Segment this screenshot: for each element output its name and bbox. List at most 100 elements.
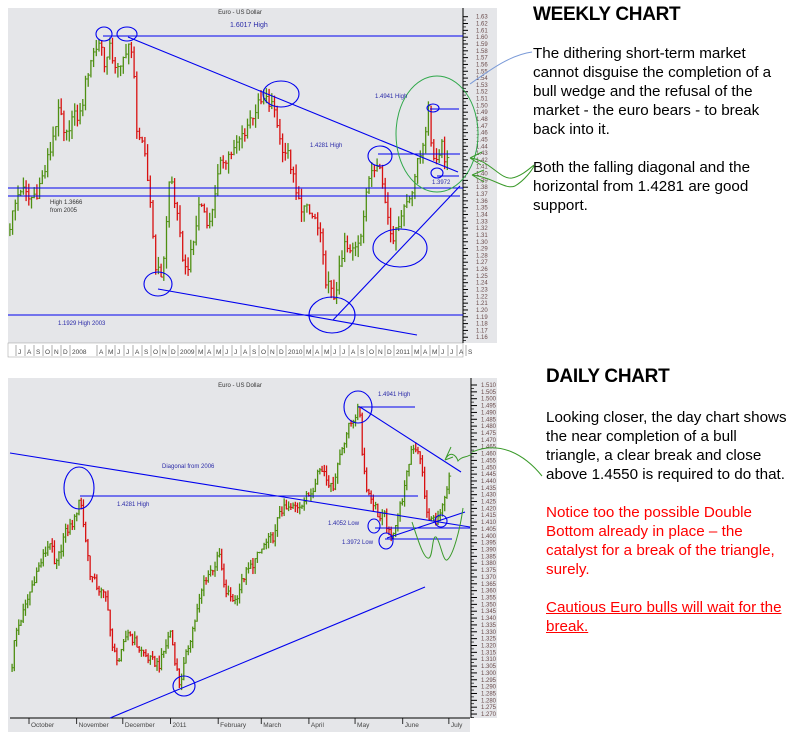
daily-y-tick-label: 1.280 <box>481 698 497 704</box>
weekly-x-tick-label: S <box>360 349 365 356</box>
weekly-y-tick-label: 1.49 <box>476 110 488 116</box>
weekly-y-tick-label: 1.58 <box>476 49 488 55</box>
weekly-y-tick-label: 1.35 <box>476 206 488 212</box>
label-1-4281-high: 1.4281 High <box>117 502 149 508</box>
daily-y-tick-label: 1.275 <box>481 705 497 711</box>
weekly-x-tick-label: J <box>126 349 129 356</box>
weekly-x-tick-label: M <box>198 349 203 356</box>
daily-y-tick-label: 1.425 <box>481 500 497 506</box>
weekly-y-tick-label: 1.54 <box>476 76 488 82</box>
weekly-x-tick-label: S <box>468 349 473 356</box>
weekly-x-tick-label: M <box>324 349 329 356</box>
label-from-2005: from 2005 <box>50 208 78 214</box>
weekly-y-tick-label: 1.47 <box>476 124 488 130</box>
label-1-3972: 1.3972 <box>432 180 451 186</box>
double-bottom-sketch <box>411 507 464 561</box>
weekly-y-tick-label: 1.31 <box>476 233 488 239</box>
weekly-x-axis-labels: J A S O N D 2008 A M J J A S O N D 2009 M A M J J A S O N D 2010 M A M… <box>15 345 473 356</box>
weekly-chart: 1.631.621.611.601.591.581.571.561.551.54… <box>7 8 497 358</box>
daily-x-tick-label: June <box>405 722 419 729</box>
daily-y-tick-label: 1.480 <box>481 424 497 430</box>
daily-y-axis-labels: 1.5101.5051.5001.4951.4901.4851.4801.475… <box>471 383 497 718</box>
weekly-x-tick-label: A <box>243 349 248 356</box>
weekly-x-tick-label: 2009 <box>180 349 195 356</box>
daily-y-tick-label: 1.310 <box>481 657 497 663</box>
weekly-x-tick-label: S <box>252 349 257 356</box>
weekly-y-tick-label: 1.63 <box>476 15 488 21</box>
daily-y-tick-label: 1.320 <box>481 643 497 649</box>
weekly-y-tick-label: 1.41 <box>476 165 488 171</box>
weekly-annotations <box>8 26 463 336</box>
daily-commentary-3: Cautious Euro bulls will wait for the br… <box>546 599 782 635</box>
daily-y-tick-label: 1.350 <box>481 602 497 608</box>
circle-marker <box>116 26 138 42</box>
weekly-y-tick-label: 1.51 <box>476 97 488 103</box>
breakout-arrow-icon <box>444 446 473 463</box>
weekly-y-tick-label: 1.36 <box>476 199 488 205</box>
daily-x-tick-label: 2011 <box>172 722 186 729</box>
long-rising-trendline <box>109 586 426 719</box>
weekly-y-tick-label: 1.17 <box>476 328 488 334</box>
daily-y-tick-label: 1.375 <box>481 568 497 574</box>
label-diagonal-from-2006: Diagonal from 2006 <box>162 464 215 470</box>
daily-y-tick-label: 1.460 <box>481 452 497 458</box>
label-1-4281-high: 1.4281 High <box>310 143 342 149</box>
weekly-x-tick-label: O <box>153 349 158 356</box>
weekly-x-tick-label: A <box>315 349 320 356</box>
weekly-y-tick-label: 1.42 <box>476 158 488 164</box>
circle-marker <box>308 296 356 334</box>
label-1-1929-high-2003: 1.1929 High 2003 <box>58 321 106 327</box>
circle-marker <box>434 514 448 528</box>
daily-y-tick-label: 1.435 <box>481 486 497 492</box>
daily-x-axis-strip <box>8 718 470 732</box>
weekly-y-tick-label: 1.23 <box>476 287 488 293</box>
daily-commentary-1: Looking closer, the day chart shows the … <box>546 409 787 483</box>
weekly-x-tick-label: D <box>387 349 392 356</box>
weekly-y-tick-label: 1.34 <box>476 212 488 218</box>
daily-y-tick-label: 1.440 <box>481 479 497 485</box>
daily-y-tick-label: 1.390 <box>481 548 497 554</box>
label-high-1-3666: High 1.3666 <box>50 200 83 206</box>
daily-y-tick-label: 1.340 <box>481 616 497 622</box>
weekly-y-tick-label: 1.20 <box>476 308 488 314</box>
weekly-x-tick-label: J <box>18 349 21 356</box>
daily-y-tick-label: 1.380 <box>481 561 497 567</box>
daily-x-tick-label: November <box>79 722 110 729</box>
weekly-x-tick-label: J <box>117 349 120 356</box>
weekly-y-tick-label: 1.50 <box>476 103 488 109</box>
daily-y-tick-label: 1.485 <box>481 417 497 423</box>
label-1-3972-low: 1.3972 Low <box>342 540 374 546</box>
weekly-y-tick-label: 1.60 <box>476 35 488 41</box>
weekly-y-tick-label: 1.38 <box>476 185 488 191</box>
daily-x-tick-label: October <box>31 722 55 729</box>
weekly-y-tick-label: 1.32 <box>476 226 488 232</box>
weekly-y-tick-label: 1.53 <box>476 83 488 89</box>
weekly-x-tick-label: M <box>432 349 437 356</box>
daily-y-tick-label: 1.365 <box>481 582 497 588</box>
weekly-x-tick-label: M <box>306 349 311 356</box>
weekly-y-tick-label: 1.19 <box>476 315 488 321</box>
daily-y-tick-label: 1.345 <box>481 609 497 615</box>
weekly-y-tick-label: 1.25 <box>476 274 488 280</box>
label-1-6017-high: 1.6017 High <box>230 22 268 29</box>
weekly-x-tick-label: A <box>207 349 212 356</box>
weekly-y-tick-label: 1.45 <box>476 137 488 143</box>
weekly-y-tick-label: 1.21 <box>476 301 488 307</box>
daily-y-tick-label: 1.405 <box>481 527 497 533</box>
weekly-chart-title: Euro - US Dollar <box>218 10 262 16</box>
weekly-x-tick-label: N <box>270 349 275 356</box>
weekly-x-tick-label: M <box>108 349 113 356</box>
circle-marker <box>143 271 173 297</box>
daily-y-tick-label: 1.295 <box>481 678 497 684</box>
daily-y-tick-label: 1.410 <box>481 520 497 526</box>
weekly-y-tick-label: 1.33 <box>476 219 488 225</box>
weekly-x-tick-label: J <box>342 349 345 356</box>
daily-connector-line <box>471 447 543 477</box>
weekly-x-tick-label: N <box>378 349 383 356</box>
daily-x-tick-label: December <box>125 722 156 729</box>
circle-marker <box>95 26 113 42</box>
weekly-x-tick-label: M <box>216 349 221 356</box>
daily-y-tick-label: 1.415 <box>481 513 497 519</box>
weekly-x-tick-label: J <box>450 349 453 356</box>
